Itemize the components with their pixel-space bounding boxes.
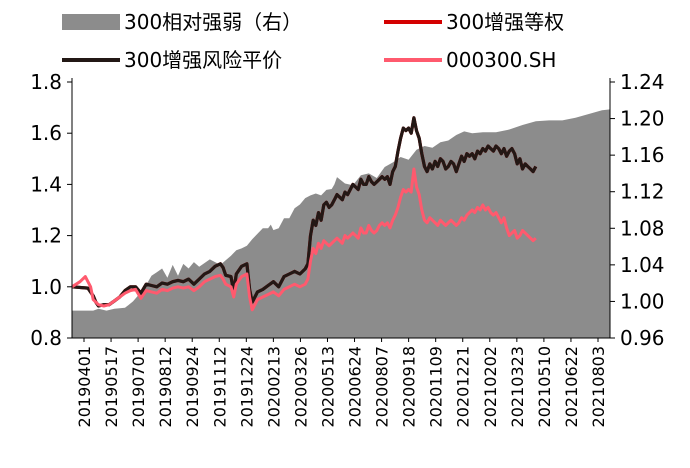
x-tick-label: 20200624 (346, 346, 365, 427)
x-tick-label: 20190924 (183, 346, 202, 427)
legend-label: 000300.SH (446, 48, 556, 72)
y-left-tick-label: 1.4 (30, 172, 62, 196)
legend-item-risk-parity: 300增强风险平价 (62, 48, 282, 72)
legend-item-csi300: 000300.SH (384, 48, 556, 72)
y-left-tick-label: 1.2 (30, 224, 62, 248)
legend-item-relative-strength: 300相对强弱（右） (62, 10, 302, 34)
x-tick-label: 20190401 (75, 346, 94, 427)
x-tick-label: 20200326 (291, 346, 310, 427)
legend-label: 300增强等权 (446, 10, 564, 34)
legend-item-equal-weight: 300增强等权 (384, 10, 564, 34)
y-left-tick-label: 1.8 (30, 70, 62, 94)
y-right-tick-label: 1.24 (620, 70, 665, 94)
x-tick-label: 20201221 (454, 346, 473, 427)
x-tick-label: 20201109 (427, 346, 446, 427)
y-left-tick-label: 1.6 (30, 121, 62, 145)
x-tick-label: 20210803 (589, 346, 608, 427)
y-right-tick-label: 1.08 (620, 216, 665, 240)
x-tick-label: 20200918 (400, 346, 419, 427)
x-tick-label: 20190701 (129, 346, 148, 427)
y-left-tick-label: 1.0 (30, 275, 62, 299)
x-tick-label: 20190812 (156, 346, 175, 427)
x-tick-label: 20200807 (373, 346, 392, 427)
series-line-risk-parity (71, 116, 538, 308)
x-tick-label: 20210202 (481, 346, 500, 427)
y-right-tick-label: 0.96 (620, 326, 665, 350)
legend-label: 300相对强弱（右） (124, 10, 302, 34)
y-right-tick-label: 1.04 (620, 253, 665, 277)
legend-label: 300增强风险平价 (124, 48, 282, 72)
area-layer (72, 109, 610, 339)
series-line-csi300 (71, 167, 537, 312)
y-right-tick-label: 1.12 (620, 180, 665, 204)
line-layer (71, 116, 538, 312)
series-area-relative-strength (72, 109, 610, 339)
x-tick-label: 20210510 (535, 346, 554, 427)
y-right-tick-label: 1.00 (620, 289, 665, 313)
legend-swatch (62, 14, 120, 30)
y-right-tick-label: 1.20 (620, 107, 665, 131)
x-tick-label: 20190517 (102, 346, 121, 427)
x-tick-label: 20191112 (210, 346, 229, 427)
x-tick-label: 20191224 (237, 346, 256, 427)
legend: 300相对强弱（右） 300增强等权 300增强风险平价 000300.SH (62, 10, 564, 72)
y-right-tick-label: 1.16 (620, 143, 665, 167)
x-tick-label: 20210323 (508, 346, 527, 427)
x-tick-label: 20200513 (318, 346, 337, 427)
axes-layer: 0.8 1.0 1.2 1.4 1.6 1.8 0.96 1.00 1.04 1.08 1.12 1.… (30, 70, 664, 427)
x-tick-label: 20210622 (562, 346, 581, 427)
x-tick-label: 20200213 (264, 346, 283, 427)
y-left-tick-label: 0.8 (30, 326, 62, 350)
